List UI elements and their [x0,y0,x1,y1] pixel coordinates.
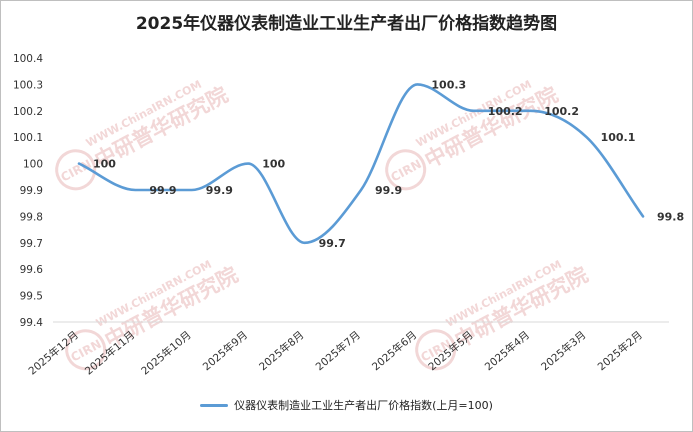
x-tick-label: 2025年2月 [595,328,645,373]
y-tick-label: 99.7 [20,238,43,250]
series-line [77,83,645,245]
watermark-badge-icon [415,329,457,371]
watermark-badge-icon [55,149,97,191]
y-tick-label: 100.2 [13,106,43,118]
data-label: 100.2 [544,105,579,118]
x-tick-label: 2025年8月 [256,328,306,373]
watermark-badge: CIRN [388,157,423,185]
data-label: 99.9 [206,184,233,197]
y-tick-label: 99.9 [20,185,43,197]
y-tick-label: 99.6 [20,264,44,276]
watermark-badge-icon [385,149,427,191]
y-tick-label: 99.8 [20,211,43,223]
watermark-badge-icon [65,329,107,371]
x-tick-label: 2025年10月 [139,328,194,377]
y-axis: 100.4 100.3 100.2 100.1 100 99.9 99.8 99.7 99.6 9… [13,53,43,329]
y-tick-label: 100.3 [13,79,43,91]
watermark-badge: CIRN [58,157,93,185]
data-label: 100.1 [601,131,636,144]
legend-swatch [200,403,229,407]
x-tick-label: 2025年7月 [313,328,363,373]
x-tick-label: 2025年6月 [369,328,419,373]
data-label: 99.7 [319,237,346,250]
chart-title: 2025年仪器仪表制造业工业生产者出厂价格指数趋势图 [135,14,558,34]
x-tick-label: 2025年9月 [200,328,250,373]
data-label: 100.3 [431,78,466,91]
legend-label: 仪器仪表制造业工业生产者出厂价格指数(上月=100) [234,399,493,412]
y-tick-label: 100 [23,159,43,171]
data-label: 99.9 [149,184,176,197]
data-label: 100 [93,158,116,171]
data-labels: 100 99.9 99.9 100 99.7 99.9 100.3 100.2 100.2 100… [93,78,684,249]
data-label: 100.2 [488,105,523,118]
y-tick-label: 100.1 [13,132,43,144]
y-tick-label: 100.4 [13,53,43,65]
y-tick-label: 99.5 [20,291,43,303]
data-label: 100 [262,158,285,171]
legend: 仪器仪表制造业工业生产者出厂价格指数(上月=100) [1,397,692,413]
data-label: 99.9 [375,184,402,197]
x-tick-label: 2025年3月 [538,328,588,373]
y-tick-label: 99.4 [20,317,44,329]
data-label: 99.8 [657,210,684,223]
